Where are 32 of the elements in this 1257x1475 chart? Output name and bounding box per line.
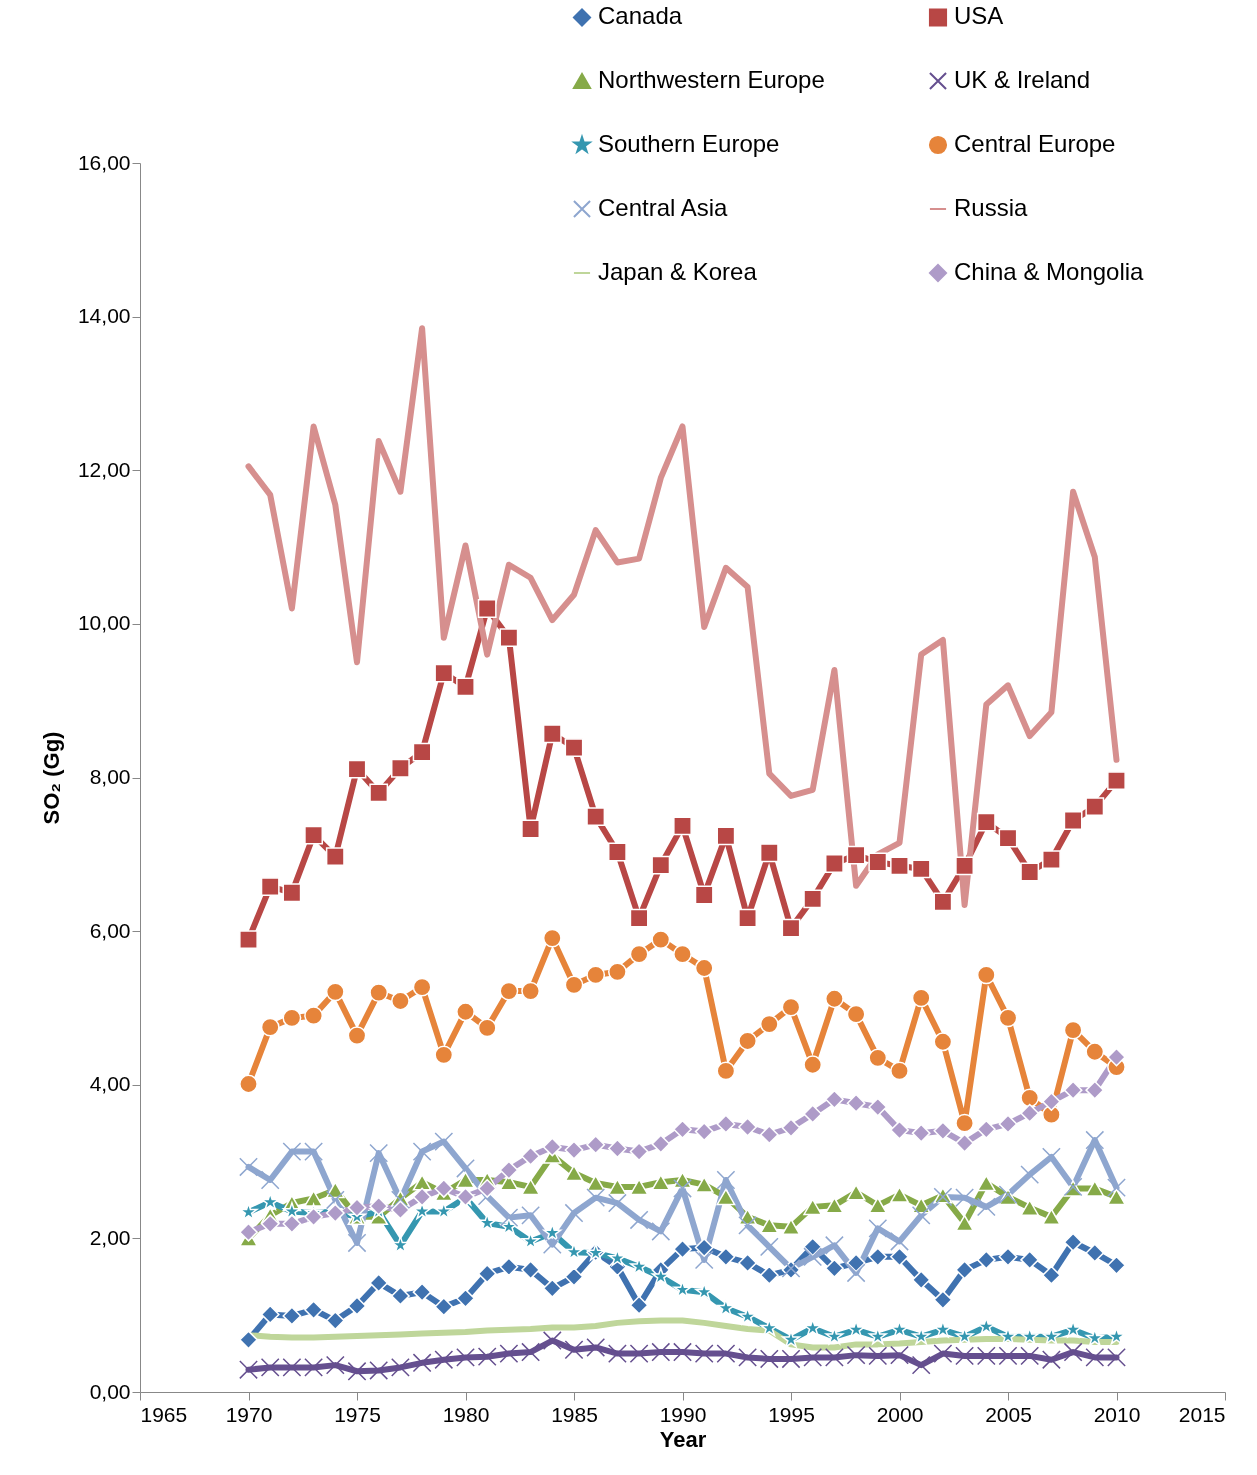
y-tick-label: 10,00 — [77, 611, 131, 635]
y-tick-label: 6,00 — [89, 918, 131, 942]
x-tick-label: 1990 — [659, 1402, 707, 1426]
x-tick-label: 1975 — [334, 1402, 381, 1426]
legend-label: Central Asia — [598, 194, 729, 221]
legend-label: Southern Europe — [598, 130, 780, 157]
legend-label: Northwestern Europe — [598, 66, 825, 93]
x-tick-label: 1995 — [768, 1402, 815, 1426]
y-tick-label: 12,00 — [77, 457, 131, 481]
x-tick-label: 2005 — [985, 1402, 1032, 1426]
x-tick-label: 1970 — [225, 1402, 273, 1426]
y-tick-label: 2,00 — [89, 1225, 131, 1249]
legend-label: Canada — [598, 2, 683, 30]
y-axis-title: SO₂ (Gg) — [38, 731, 64, 825]
x-tick-label: 1965 — [140, 1402, 188, 1426]
legend-label: Japan & Korea — [598, 258, 758, 285]
x-tick-label: 2000 — [876, 1402, 924, 1426]
x-tick-label: 2015 — [1178, 1402, 1226, 1426]
y-tick-label: 8,00 — [89, 765, 131, 788]
y-tick-label: 16,00 — [77, 150, 131, 174]
x-axis-title: Year — [659, 1426, 707, 1452]
legend-label: UK & Ireland — [954, 66, 1091, 93]
y-tick-label: 4,00 — [89, 1072, 131, 1096]
legend-label: USA — [954, 2, 1004, 30]
x-tick-label: 1980 — [442, 1402, 490, 1426]
legend-label: Central Europe — [954, 130, 1116, 157]
y-tick-label: 14,00 — [77, 304, 131, 328]
legend-label: Russia — [954, 194, 1029, 221]
legend-label: China & Mongolia — [954, 258, 1145, 285]
x-tick-label: 1985 — [551, 1402, 598, 1426]
x-tick-label: 2010 — [1093, 1402, 1141, 1426]
y-tick-label: 0,00 — [89, 1379, 131, 1403]
